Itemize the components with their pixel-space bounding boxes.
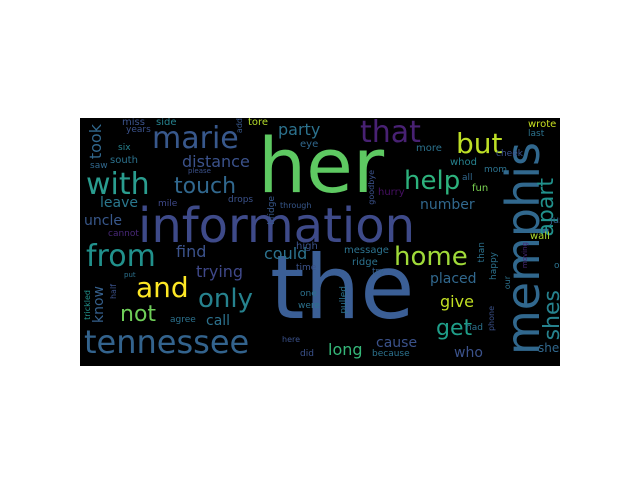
word: touch xyxy=(174,174,237,199)
word: years xyxy=(126,125,151,135)
word: please xyxy=(188,167,211,175)
word: bridge xyxy=(267,196,277,225)
word: time xyxy=(296,263,317,273)
word: whod xyxy=(450,157,477,168)
word: than xyxy=(477,242,487,263)
word: not xyxy=(120,302,157,327)
word: took xyxy=(86,124,105,160)
word: south xyxy=(110,155,138,166)
word: from xyxy=(86,239,156,274)
word: did xyxy=(300,349,314,359)
word: high xyxy=(296,241,318,252)
word: tennessee xyxy=(84,323,250,361)
word: just xyxy=(550,215,560,226)
word: information xyxy=(138,198,416,254)
word: wall xyxy=(530,231,550,242)
word: distance xyxy=(182,152,250,171)
word: through xyxy=(280,201,312,210)
word: give xyxy=(440,292,474,311)
word: our xyxy=(503,276,512,290)
word: number xyxy=(420,197,475,213)
word: get xyxy=(436,316,473,341)
word: trying xyxy=(196,262,244,281)
word: mom xyxy=(484,165,508,175)
word: put xyxy=(124,271,136,279)
word: party xyxy=(278,120,321,139)
word: because xyxy=(372,349,410,359)
word: side xyxy=(156,118,177,128)
word: could xyxy=(264,244,308,263)
word: long xyxy=(328,340,363,359)
word: know xyxy=(91,286,107,323)
word: placed xyxy=(430,271,477,287)
word: six xyxy=(118,143,131,153)
word: drops xyxy=(228,195,254,205)
word: half xyxy=(109,284,118,300)
word: pulled xyxy=(339,286,349,314)
word: and xyxy=(136,271,189,304)
word: eye xyxy=(300,139,319,150)
word: call xyxy=(206,313,231,329)
word: saw xyxy=(90,161,108,171)
word: with xyxy=(86,167,150,202)
word: uncle xyxy=(84,213,122,229)
word: old xyxy=(554,261,560,271)
word: tore xyxy=(248,118,269,128)
word-cloud: the her information memphis tennessee ma… xyxy=(80,118,560,366)
word: marie xyxy=(152,121,239,156)
word: find xyxy=(176,242,207,261)
word: add xyxy=(235,118,244,134)
word: hurry xyxy=(378,187,405,198)
word: goodbye xyxy=(367,170,376,205)
word: cause xyxy=(376,335,418,351)
word: happy xyxy=(489,252,499,280)
word: help xyxy=(404,166,461,196)
word: mile xyxy=(158,199,178,209)
word: were xyxy=(298,301,320,311)
word: miss xyxy=(122,118,145,128)
word: apart xyxy=(534,178,559,237)
word: the xyxy=(270,236,415,339)
word: ridge xyxy=(352,257,378,268)
word: moving xyxy=(521,242,529,269)
word: home xyxy=(394,242,468,272)
word: she xyxy=(538,341,560,355)
word: agree xyxy=(170,315,196,325)
word: fun xyxy=(472,183,489,194)
word: but xyxy=(456,127,503,160)
word: trickled xyxy=(83,290,92,320)
word: shes xyxy=(540,290,560,341)
word: last xyxy=(528,129,545,139)
word: cheek xyxy=(496,149,523,159)
word: phone xyxy=(487,306,496,332)
word: that xyxy=(360,118,421,150)
word: had xyxy=(466,323,483,333)
word: leave xyxy=(100,195,138,211)
word: try xyxy=(372,267,385,277)
word: cannot xyxy=(108,229,139,239)
word: message xyxy=(344,245,389,256)
word: one xyxy=(300,289,317,299)
word: here xyxy=(282,335,301,344)
word: only xyxy=(198,284,253,314)
word: wrote xyxy=(528,119,557,130)
word: all xyxy=(462,173,473,183)
word: more xyxy=(416,143,442,154)
word: her xyxy=(258,121,385,210)
word: who xyxy=(454,345,483,361)
